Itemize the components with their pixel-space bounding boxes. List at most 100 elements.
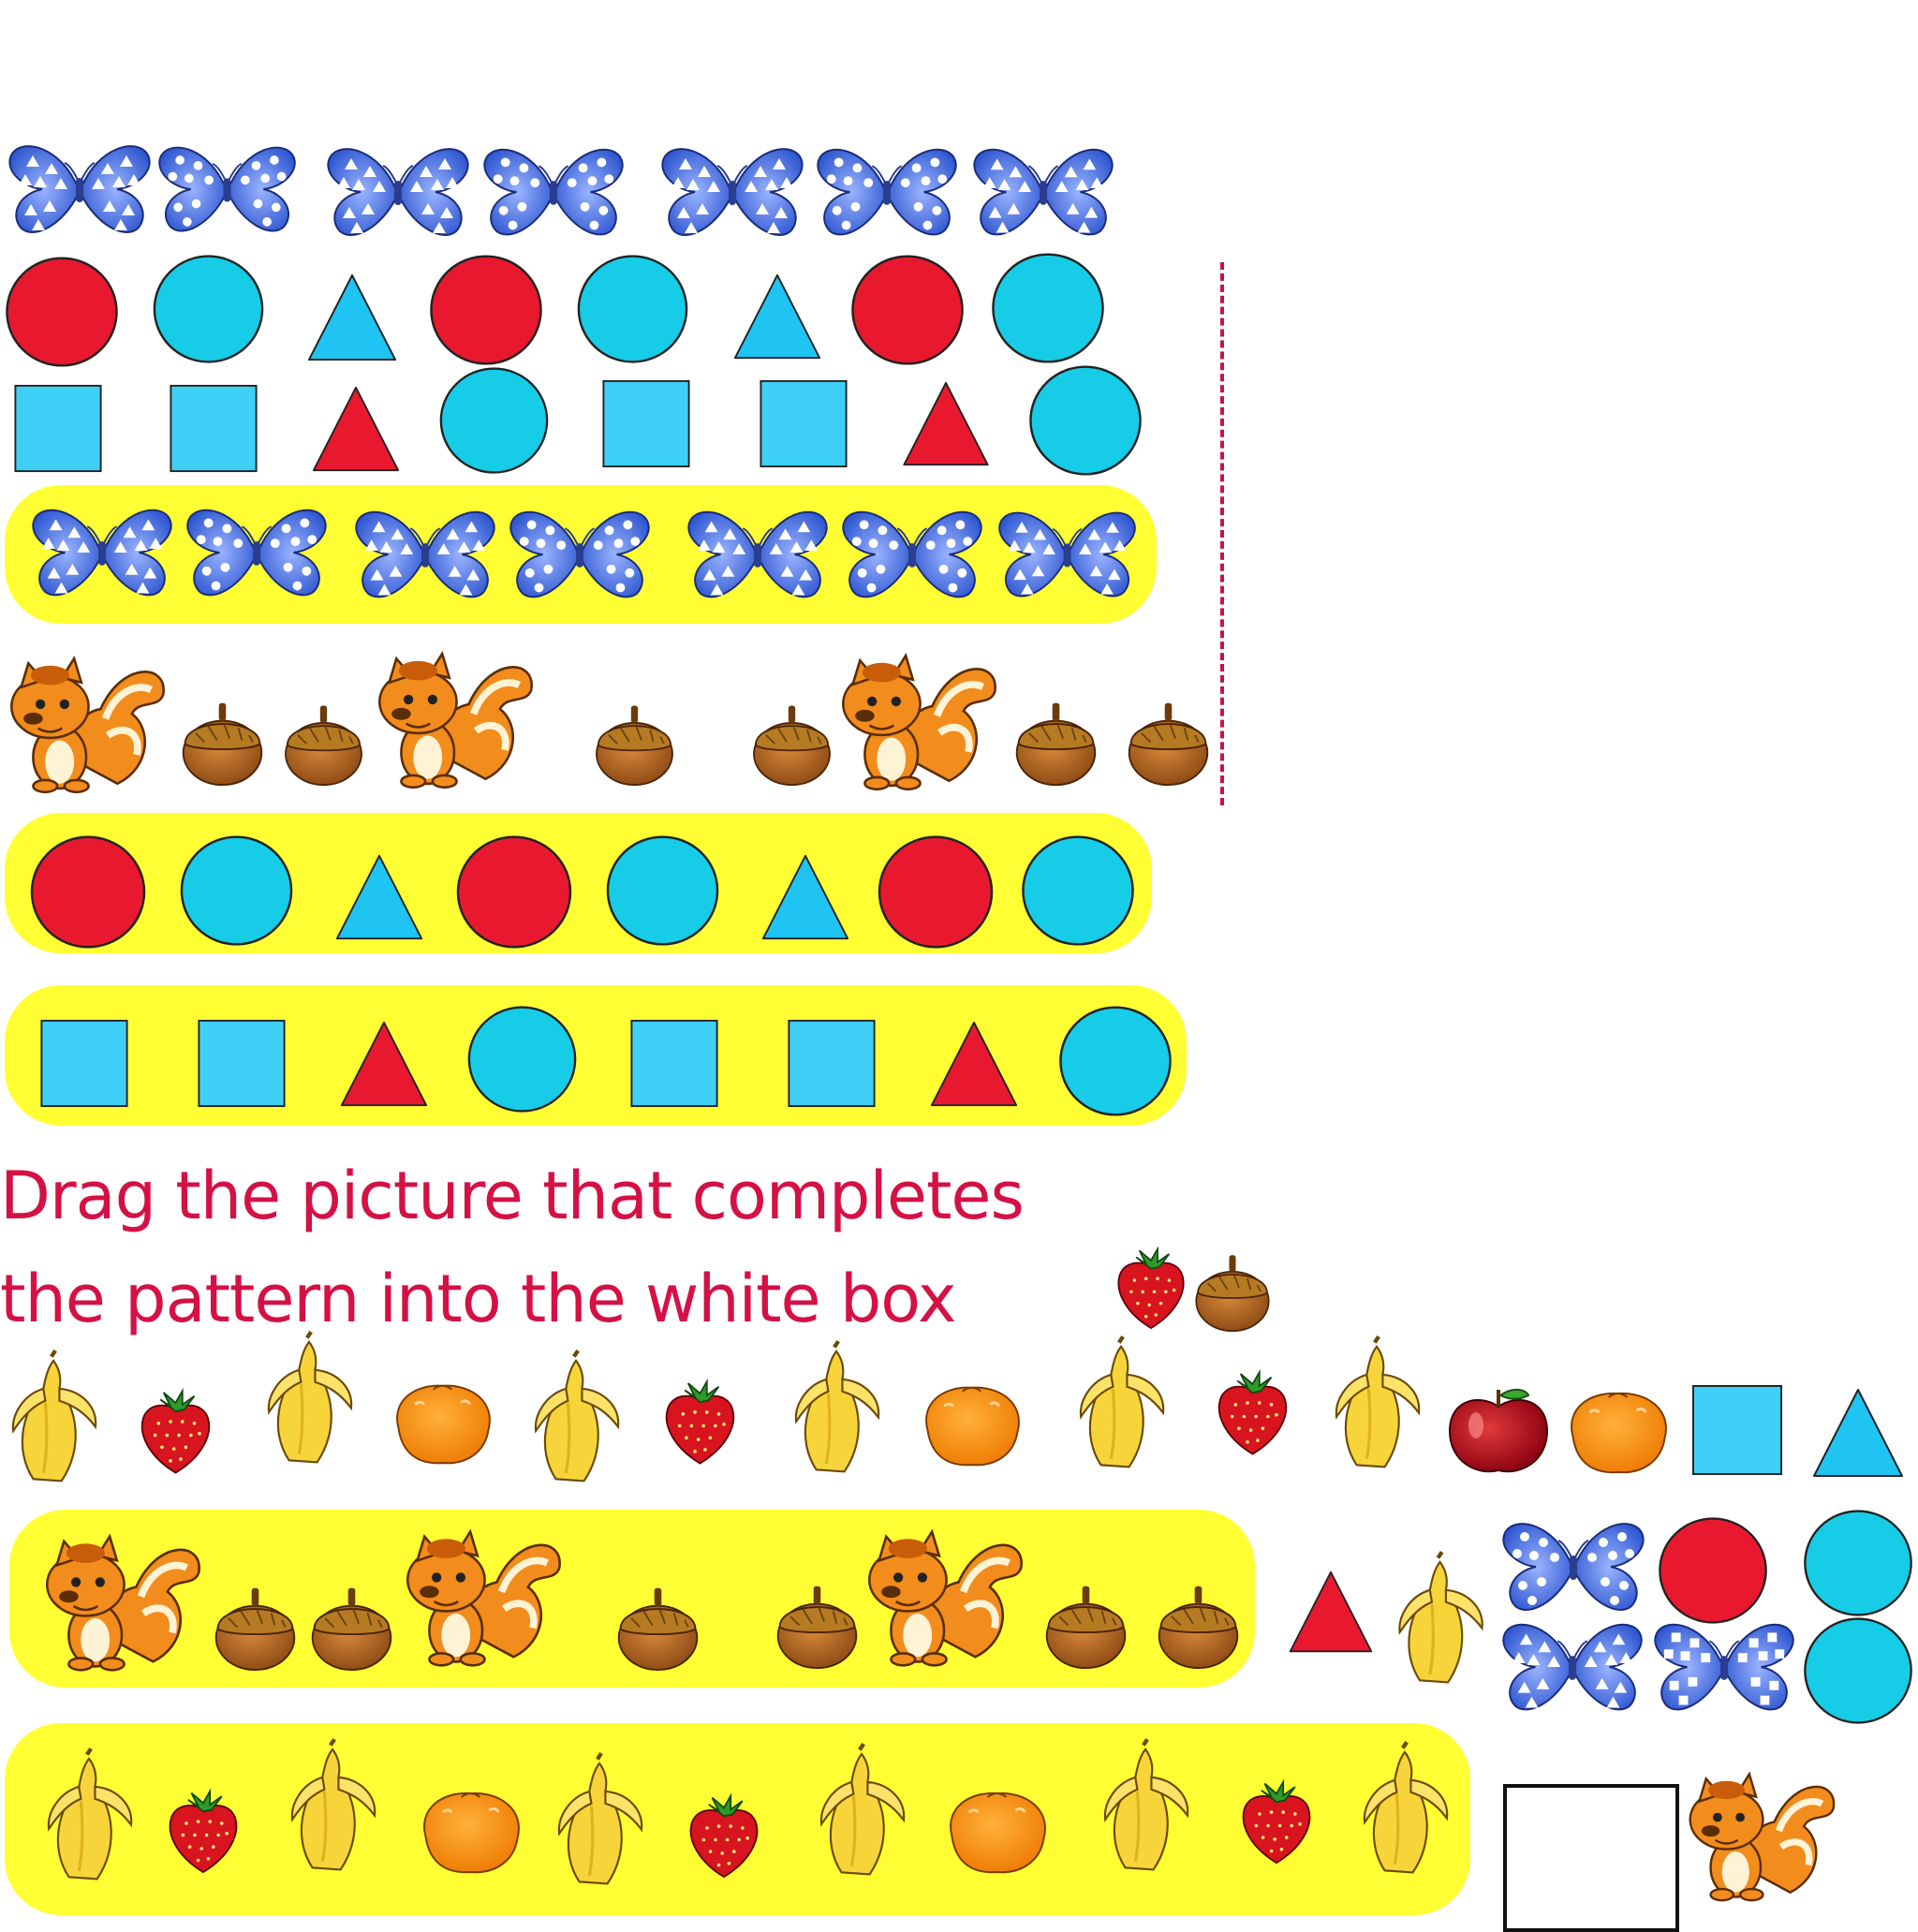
butterfly-dot-spots-icon — [838, 508, 986, 601]
cyan-square-icon — [2, 384, 114, 473]
acorn-icon — [1124, 698, 1213, 787]
cyan-triangle-icon — [323, 852, 435, 942]
red-circle-icon — [2, 255, 122, 369]
squirrel-icon — [370, 646, 539, 791]
cyan-circle-icon — [1018, 833, 1138, 948]
cyan-circle-icon — [988, 251, 1108, 365]
squirrel-icon — [2, 651, 170, 796]
acorn-icon — [1154, 1581, 1243, 1670]
squirrel-icon — [398, 1522, 567, 1672]
instruction-text: Drag the picture that completes the patt… — [0, 1144, 1124, 1350]
cyan-square-icon — [185, 1019, 298, 1108]
acorn-icon — [1011, 698, 1100, 787]
orange-icon — [384, 1377, 501, 1468]
cyan-circle-icon — [1055, 1004, 1175, 1118]
orange-choice-icon[interactable] — [1559, 1384, 1676, 1478]
banana-icon — [524, 1349, 627, 1489]
red-circle-choice-icon[interactable] — [1653, 1515, 1773, 1626]
acorn-icon — [773, 1581, 862, 1670]
orange-icon — [412, 1784, 529, 1878]
red-triangle-icon — [918, 1019, 1030, 1109]
acorn-icon — [613, 1583, 702, 1672]
banana-icon — [1070, 1335, 1173, 1475]
cyan-square-icon — [590, 379, 702, 468]
cyan-triangle-icon — [721, 272, 834, 361]
red-triangle-icon — [890, 379, 1002, 468]
banana-icon — [258, 1330, 361, 1470]
dashed-divider — [1220, 262, 1224, 805]
acorn-icon — [279, 701, 368, 787]
banana-icon — [548, 1751, 651, 1892]
butterfly-triangle-spots-icon — [323, 145, 473, 239]
cyan-circle-icon — [1025, 363, 1145, 478]
cyan-square-icon — [28, 1019, 140, 1108]
banana-icon — [1353, 1740, 1456, 1880]
cyan-circle-icon — [150, 253, 267, 365]
cyan-circle-icon — [435, 365, 553, 476]
cyan-circle-choice-icon[interactable] — [1798, 1615, 1918, 1726]
cyan-triangle-icon — [295, 272, 409, 363]
butterfly-triangle-spots-icon — [657, 145, 807, 239]
butterfly-triangle-spots-icon — [995, 508, 1140, 601]
acorn-icon — [211, 1583, 300, 1672]
butterfly-triangle-spots-icon — [684, 508, 832, 601]
banana-icon — [281, 1737, 384, 1878]
banana-choice-icon[interactable] — [1386, 1550, 1494, 1690]
butterfly-square-spots-choice-icon[interactable] — [1650, 1620, 1798, 1714]
squirrel-icon — [37, 1526, 206, 1676]
banana-icon — [785, 1339, 888, 1480]
squirrel-choice-icon[interactable] — [1681, 1765, 1840, 1906]
answer-drop-box[interactable] — [1503, 1784, 1679, 1932]
acorn-choice-icon[interactable] — [1191, 1250, 1274, 1333]
cyan-square-icon — [618, 1019, 730, 1108]
instruction-line-1: Drag the picture that completes — [0, 1158, 1025, 1234]
banana-icon — [810, 1742, 913, 1882]
red-circle-icon — [28, 833, 148, 951]
cyan-triangle-icon — [749, 852, 862, 942]
squirrel-icon — [834, 648, 1002, 793]
acorn-icon — [590, 701, 679, 787]
cyan-circle-icon — [464, 1004, 581, 1114]
acorn-icon — [178, 698, 267, 787]
strawberry-icon — [682, 1789, 766, 1882]
cyan-circle-choice-icon[interactable] — [1798, 1508, 1918, 1618]
butterfly-dot-spots-icon — [506, 508, 654, 601]
orange-icon — [938, 1784, 1055, 1878]
butterfly-dot-spots-icon — [155, 142, 300, 236]
instruction-line-2: the pattern into the white box — [0, 1261, 956, 1337]
butterfly-dot-spots-icon — [480, 145, 627, 239]
strawberry-icon — [1234, 1775, 1319, 1868]
butterfly-triangle-spots-icon — [351, 508, 499, 601]
butterfly-triangle-spots-choice-icon[interactable] — [1498, 1620, 1646, 1714]
red-circle-icon — [848, 253, 967, 367]
strawberry-choice-icon[interactable] — [1110, 1241, 1192, 1335]
cyan-circle-icon — [178, 833, 295, 948]
butterfly-dot-spots-choice-icon[interactable] — [1498, 1519, 1648, 1615]
acorn-icon — [1041, 1581, 1130, 1670]
red-triangle-icon — [328, 1019, 440, 1109]
strawberry-icon — [131, 1384, 220, 1478]
red-circle-icon — [876, 833, 996, 951]
acorn-icon — [747, 701, 836, 787]
butterfly-dot-spots-icon — [183, 506, 331, 599]
red-triangle-choice-icon[interactable] — [1276, 1569, 1386, 1655]
squirrel-icon — [860, 1522, 1028, 1672]
cyan-square-choice-icon[interactable] — [1681, 1384, 1793, 1476]
cyan-square-icon — [157, 384, 270, 473]
red-circle-icon — [426, 253, 546, 367]
cyan-circle-icon — [574, 253, 691, 365]
red-circle-icon — [454, 833, 574, 951]
orange-icon — [913, 1379, 1030, 1470]
banana-icon — [2, 1349, 105, 1489]
apple-choice-icon[interactable] — [1442, 1386, 1555, 1480]
cyan-square-icon — [747, 379, 860, 468]
butterfly-triangle-spots-icon — [969, 145, 1117, 239]
acorn-icon — [307, 1583, 396, 1672]
red-triangle-icon — [300, 384, 412, 474]
strawberry-icon — [1208, 1365, 1297, 1459]
butterfly-triangle-spots-icon — [28, 506, 176, 599]
banana-icon — [1325, 1335, 1428, 1475]
banana-icon — [1094, 1737, 1197, 1878]
strawberry-icon — [161, 1784, 245, 1878]
cyan-triangle-choice-icon[interactable] — [1803, 1386, 1913, 1480]
